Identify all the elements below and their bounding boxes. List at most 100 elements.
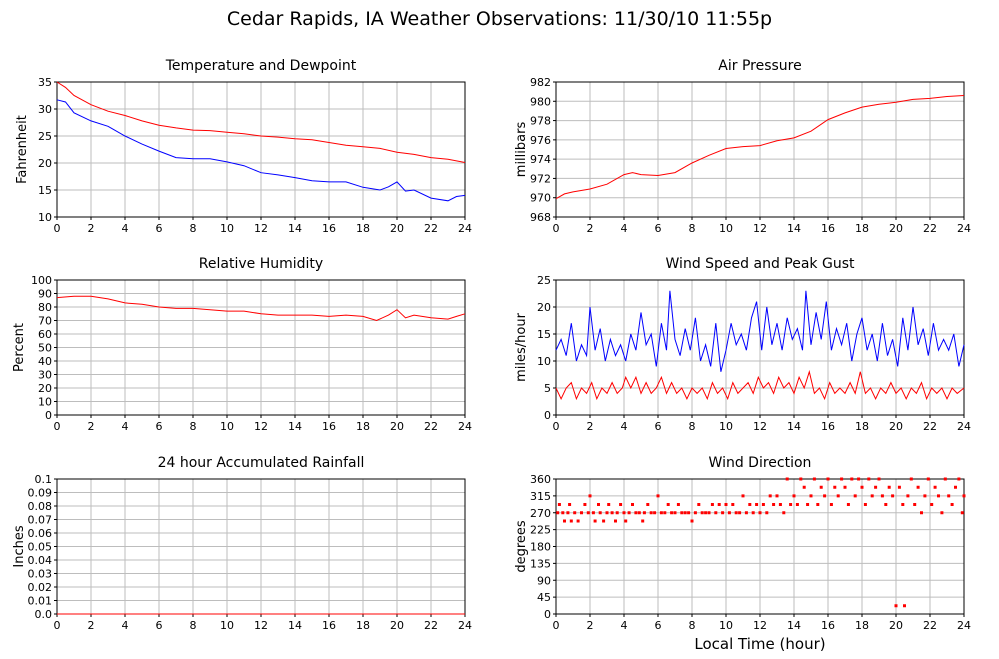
data-point: [666, 503, 670, 506]
data-point: [731, 503, 735, 506]
data-point: [748, 503, 752, 506]
x-tick-label: 0: [553, 619, 560, 632]
x-tick-label: 0: [54, 619, 61, 632]
data-point: [663, 511, 667, 515]
series-line-red: [555, 95, 965, 200]
data-point: [573, 511, 577, 515]
y-tick-label: 0.03: [28, 568, 53, 581]
y-axis-label: millibars: [514, 122, 529, 178]
y-tick-label: 978: [530, 115, 551, 128]
y-tick-label: 20: [537, 301, 551, 314]
data-point: [586, 511, 590, 515]
y-tick-label: 5: [544, 382, 551, 395]
data-point: [631, 503, 634, 506]
y-tick-label: 25: [537, 274, 551, 287]
x-tick-label: 8: [689, 619, 696, 632]
x-tick-label: 4: [621, 420, 628, 433]
x-tick-label: 14: [787, 420, 801, 433]
data-point: [641, 519, 645, 523]
x-tick-label: 2: [88, 420, 95, 433]
x-tick-label: 14: [288, 222, 302, 235]
data-point: [891, 494, 895, 498]
x-tick-label: 8: [190, 420, 197, 433]
x-tick-label: 0: [553, 420, 560, 433]
data-point: [809, 494, 813, 498]
y-tick-label: 0.1: [35, 473, 53, 486]
x-tick-label: 16: [821, 420, 835, 433]
y-tick-label: 90: [38, 288, 52, 301]
chart-title: Air Pressure: [718, 58, 801, 74]
y-tick-label: 0.06: [28, 527, 53, 540]
data-point: [916, 485, 920, 489]
y-tick-label: 0.04: [28, 554, 53, 567]
x-tick-label: 22: [923, 420, 937, 433]
x-tick-label: 16: [821, 222, 835, 235]
x-tick-label: 22: [923, 222, 937, 235]
data-point: [795, 503, 799, 506]
x-tick-label: 10: [220, 420, 234, 433]
x-tick-label: 12: [753, 420, 767, 433]
data-point: [602, 519, 606, 523]
x-tick-label: 22: [923, 619, 937, 632]
y-tick-label: 0: [45, 409, 52, 422]
x-tick-label: 24: [957, 222, 971, 235]
data-point: [778, 503, 782, 506]
x-tick-label: 2: [587, 222, 594, 235]
y-tick-label: 270: [530, 507, 551, 520]
data-point: [843, 485, 847, 489]
data-point: [755, 503, 759, 506]
y-tick-label: 45: [537, 591, 551, 604]
y-tick-label: 976: [530, 134, 551, 147]
data-point: [950, 503, 954, 506]
data-point: [909, 477, 913, 481]
y-tick-label: 0.07: [28, 514, 53, 527]
data-point: [707, 511, 711, 515]
x-tick-label: 20: [889, 222, 903, 235]
x-tick-label: 0: [54, 420, 61, 433]
y-axis-label: Percent: [12, 323, 27, 372]
data-point: [857, 477, 861, 481]
data-point: [947, 494, 951, 498]
data-point: [568, 503, 572, 506]
data-point: [806, 503, 810, 506]
data-point: [588, 494, 592, 498]
x-tick-label: 20: [889, 420, 903, 433]
y-tick-label: 974: [530, 153, 551, 166]
data-point: [615, 511, 619, 515]
y-tick-label: 15: [537, 328, 551, 341]
y-tick-label: 30: [38, 103, 52, 116]
data-point: [649, 511, 653, 515]
data-point: [812, 477, 816, 481]
data-point: [816, 503, 820, 506]
x-tick-label: 12: [254, 619, 268, 632]
x-tick-label: 18: [356, 420, 370, 433]
data-point: [693, 511, 697, 515]
x-tick-label: 18: [356, 222, 370, 235]
data-point: [954, 485, 957, 489]
data-point: [593, 519, 597, 523]
x-tick-label: 24: [957, 420, 971, 433]
data-point: [768, 494, 772, 498]
data-point: [670, 511, 674, 515]
data-point: [884, 503, 888, 506]
y-axis-label: Inches: [12, 525, 27, 567]
y-tick-label: 40: [38, 355, 52, 368]
data-point: [557, 503, 561, 506]
x-tick-label: 4: [621, 222, 628, 235]
chart-title: Wind Speed and Peak Gust: [666, 256, 855, 272]
data-point: [569, 519, 573, 523]
y-tick-label: 0.02: [28, 581, 53, 594]
x-tick-label: 20: [390, 222, 404, 235]
data-point: [637, 511, 641, 515]
x-tick-label: 4: [122, 222, 129, 235]
y-tick-label: 10: [38, 396, 52, 409]
x-axis-label: Local Time (hour): [694, 635, 825, 653]
data-point: [580, 511, 583, 515]
y-tick-label: 972: [530, 172, 551, 185]
data-point: [957, 477, 961, 481]
data-point: [772, 503, 776, 506]
x-tick-label: 14: [288, 619, 302, 632]
chart-title: 24 hour Accumulated Rainfall: [158, 455, 365, 471]
x-tick-label: 16: [322, 222, 336, 235]
data-point: [744, 511, 748, 515]
